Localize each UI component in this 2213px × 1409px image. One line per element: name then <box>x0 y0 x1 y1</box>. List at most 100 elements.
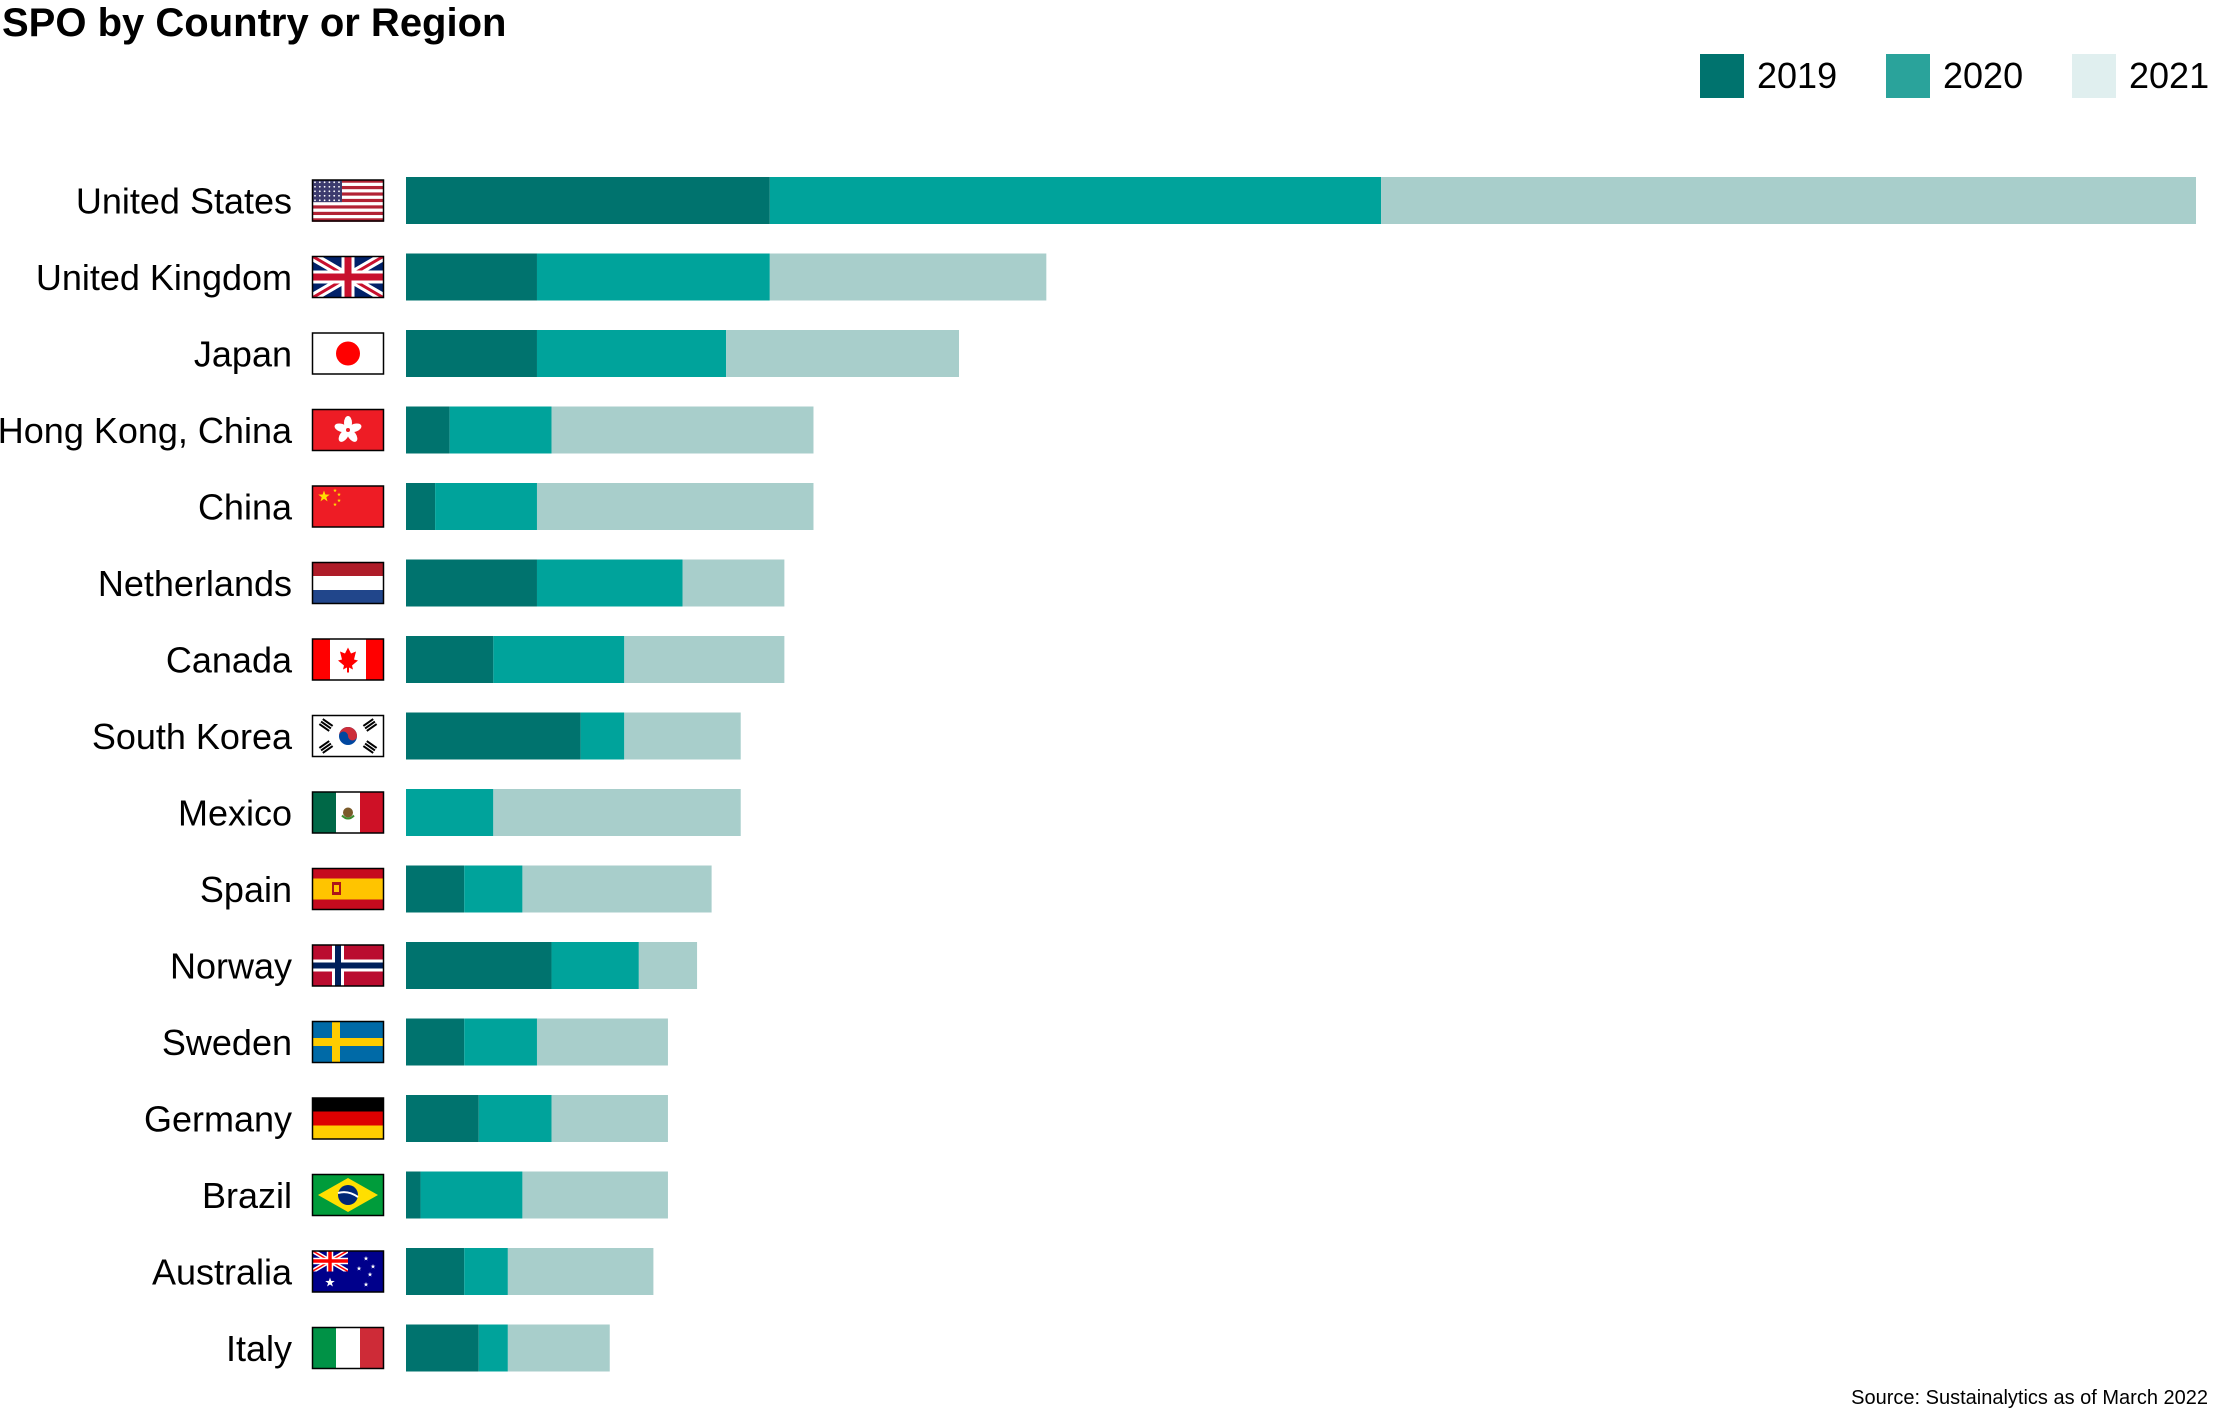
bar-segment-2021 <box>522 1171 668 1219</box>
bar-segment-2021 <box>1381 177 2196 224</box>
chart-rows: United States United Kingdom Japan Hong Kon… <box>0 177 2196 1372</box>
norway-flag-icon <box>311 944 385 987</box>
bar-segment-2021 <box>551 1095 668 1142</box>
bar-segment-2019 <box>406 942 552 989</box>
bar-segment-2020 <box>536 559 683 607</box>
us-flag-icon <box>311 179 385 222</box>
bar-row-7: South Korea <box>92 712 741 760</box>
bar-row-2: Japan <box>194 330 960 377</box>
legend: 2019 2020 2021 <box>1700 54 2209 98</box>
bar-segment-2020 <box>406 789 494 836</box>
bar-segment-2021 <box>536 1018 668 1066</box>
bar-segment-2019 <box>406 865 465 913</box>
bar-segment-2021 <box>624 636 785 683</box>
category-label: Germany <box>144 1099 292 1140</box>
bar-segment-2020 <box>580 712 625 760</box>
china-flag-icon <box>311 485 385 528</box>
bar-segment-2020 <box>536 330 727 377</box>
category-label: Brazil <box>202 1175 292 1216</box>
category-label: Norway <box>170 946 292 987</box>
category-label: South Korea <box>92 716 293 757</box>
category-label: Australia <box>152 1252 293 1293</box>
uk-flag-icon <box>311 255 385 299</box>
bar-segment-2019 <box>406 253 537 301</box>
south-korea-flag-icon <box>311 714 385 758</box>
bar-segment-2021 <box>536 483 814 530</box>
bar-row-6: Canada <box>166 636 785 683</box>
bar-segment-2021 <box>493 789 741 836</box>
bar-row-8: Mexico <box>178 789 741 836</box>
category-label: China <box>198 487 293 528</box>
category-label: Sweden <box>162 1022 292 1063</box>
bar-segment-2021 <box>507 1248 654 1295</box>
bar-segment-2021 <box>507 1324 610 1372</box>
category-label: Japan <box>194 334 292 375</box>
netherlands-flag-icon <box>311 561 385 605</box>
category-label: Italy <box>226 1328 292 1369</box>
bar-row-10: Norway <box>170 942 698 989</box>
bar-segment-2020 <box>464 1248 508 1295</box>
bar-segment-2021 <box>726 330 960 377</box>
bar-segment-2019 <box>406 1018 465 1066</box>
bar-row-4: China <box>198 483 814 530</box>
category-label: United Kingdom <box>36 257 292 298</box>
bar-segment-2021 <box>638 942 698 989</box>
bar-segment-2019 <box>406 1095 479 1142</box>
bar-row-9: Spain <box>200 865 712 913</box>
mexico-flag-icon <box>311 791 385 834</box>
source-note: Source: Sustainalytics as of March 2022 <box>1851 1387 2208 1409</box>
bar-segment-2020 <box>493 636 625 683</box>
bar-segment-2021 <box>682 559 785 607</box>
bar-segment-2021 <box>624 712 741 760</box>
bar-segment-2021 <box>769 253 1047 301</box>
bar-segment-2020 <box>435 483 537 530</box>
legend-swatch-2021 <box>2072 54 2116 98</box>
bar-segment-2019 <box>406 712 581 760</box>
bar-segment-2019 <box>406 636 494 683</box>
bar-row-0: United States <box>76 177 2196 224</box>
category-label: Spain <box>200 869 292 910</box>
germany-flag-icon <box>311 1097 385 1140</box>
legend-label-2019: 2019 <box>1757 55 1837 96</box>
bar-segment-2019 <box>406 483 436 530</box>
bar-row-3: Hong Kong, China <box>0 406 814 454</box>
bar-segment-2020 <box>420 1171 523 1219</box>
bar-segment-2019 <box>406 1248 465 1295</box>
legend-label-2020: 2020 <box>1943 55 2023 96</box>
hong-kong-flag-icon <box>311 408 385 452</box>
bar-segment-2021 <box>522 865 712 913</box>
brazil-flag-icon <box>311 1173 385 1217</box>
bar-segment-2020 <box>464 1018 537 1066</box>
spain-flag-icon <box>311 867 385 911</box>
bar-row-13: Brazil <box>202 1171 668 1219</box>
legend-label-2021: 2021 <box>2129 55 2209 96</box>
bar-segment-2020 <box>536 253 770 301</box>
category-label: Netherlands <box>98 563 292 604</box>
category-label: Hong Kong, China <box>0 410 293 451</box>
legend-swatch-2019 <box>1700 54 1744 98</box>
bar-segment-2019 <box>406 1171 421 1219</box>
bar-segment-2020 <box>769 177 1382 224</box>
bar-row-1: United Kingdom <box>36 253 1047 301</box>
category-label: United States <box>76 181 292 222</box>
category-label: Canada <box>166 640 293 681</box>
bar-segment-2020 <box>478 1324 508 1372</box>
category-label: Mexico <box>178 793 292 834</box>
bar-segment-2020 <box>478 1095 552 1142</box>
bar-row-12: Germany <box>144 1095 668 1142</box>
bar-segment-2019 <box>406 177 770 224</box>
legend-swatch-2020 <box>1886 54 1930 98</box>
bar-segment-2020 <box>449 406 552 454</box>
bar-segment-2020 <box>551 942 639 989</box>
bar-segment-2019 <box>406 559 537 607</box>
bar-segment-2021 <box>551 406 814 454</box>
bar-row-15: Italy <box>226 1324 610 1372</box>
bar-row-11: Sweden <box>162 1018 668 1066</box>
sweden-flag-icon <box>311 1020 385 1064</box>
bar-row-14: Australia <box>152 1248 654 1295</box>
bar-segment-2020 <box>464 865 523 913</box>
chart-title: SPO by Country or Region <box>2 1 506 45</box>
bar-segment-2019 <box>406 1324 479 1372</box>
japan-flag-icon <box>311 332 385 375</box>
